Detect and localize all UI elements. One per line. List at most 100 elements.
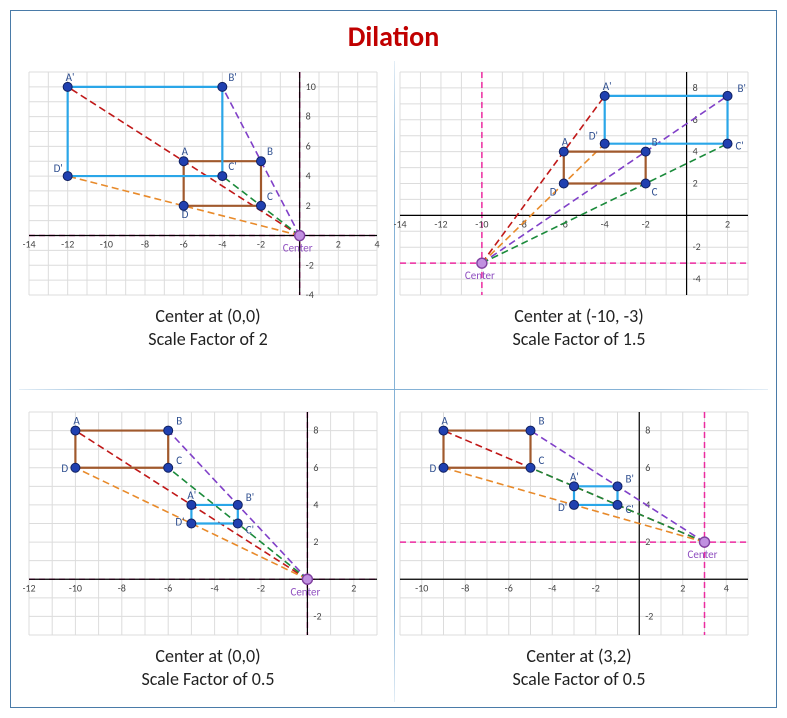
svg-text:D': D' — [175, 516, 184, 529]
svg-text:4: 4 — [374, 238, 379, 251]
svg-text:-8: -8 — [118, 581, 126, 594]
svg-text:-12: -12 — [61, 238, 74, 251]
svg-text:Center: Center — [290, 585, 320, 598]
caption-line: Center at (3,2) — [394, 645, 764, 668]
svg-text:10: 10 — [306, 80, 316, 93]
svg-text:B': B' — [246, 491, 254, 504]
svg-text:B': B' — [626, 472, 634, 485]
caption-line: Scale Factor of 0.5 — [23, 668, 393, 691]
caption-line: Scale Factor of 0.5 — [394, 668, 764, 691]
chart-bl: -12-10-8-6-4-22-22468ABCDA'B'C'D'Center — [23, 406, 393, 641]
svg-text:-2: -2 — [257, 238, 265, 251]
svg-text:Center: Center — [283, 242, 313, 255]
svg-text:A': A' — [66, 71, 75, 84]
svg-text:-8: -8 — [461, 581, 469, 594]
svg-text:-2: -2 — [257, 581, 265, 594]
main-title: Dilation — [11, 19, 776, 54]
svg-text:-2: -2 — [313, 609, 321, 622]
svg-text:-6: -6 — [505, 581, 513, 594]
svg-text:D: D — [182, 208, 189, 221]
svg-text:6: 6 — [645, 461, 650, 474]
panel-top-left: -14-12-10-8-6-4-224-4-2246810ABCDA'B'C'D… — [23, 66, 393, 350]
caption-br: Center at (3,2) Scale Factor of 0.5 — [394, 645, 764, 690]
svg-text:-2: -2 — [645, 609, 653, 622]
svg-text:-10: -10 — [100, 238, 113, 251]
svg-text:D': D' — [558, 501, 567, 514]
svg-text:B': B' — [738, 82, 746, 95]
svg-text:C: C — [267, 190, 273, 203]
svg-text:C: C — [652, 186, 658, 199]
svg-text:-10: -10 — [475, 217, 488, 230]
svg-text:-2: -2 — [592, 581, 600, 594]
svg-text:C: C — [539, 454, 545, 467]
caption-tl: Center at (0,0) Scale Factor of 2 — [23, 305, 393, 350]
svg-text:-4: -4 — [211, 581, 219, 594]
svg-text:-2: -2 — [642, 217, 650, 230]
svg-text:-12: -12 — [434, 217, 447, 230]
panel-top-right: -14-12-10-8-6-4-22-4-22468ABCDA'B'C'D'Ce… — [394, 66, 764, 350]
svg-text:8: 8 — [313, 424, 318, 437]
caption-tr: Center at (-10, -3) Scale Factor of 1.5 — [394, 305, 764, 350]
svg-text:2: 2 — [313, 535, 318, 548]
svg-text:-14: -14 — [394, 217, 407, 230]
panel-bottom-right: -10-8-6-4-224-22468ABCDA'B'C'D'Center Ce… — [394, 406, 764, 690]
svg-text:D': D' — [54, 162, 63, 175]
svg-text:8: 8 — [645, 424, 650, 437]
svg-text:D: D — [61, 462, 68, 475]
svg-text:C': C' — [736, 140, 744, 153]
svg-text:8: 8 — [693, 81, 698, 94]
svg-text:2: 2 — [680, 581, 685, 594]
diagram-frame: Dilation -14 -12 -10 -8 -6 -4 -2 2 4 -4 -2 2 4 6 8 10 A B… — [10, 10, 777, 708]
caption-line: Center at (0,0) — [23, 645, 393, 668]
svg-text:-4: -4 — [601, 217, 609, 230]
caption-line: Scale Factor of 2 — [23, 328, 393, 351]
svg-text:B: B — [176, 415, 182, 428]
svg-text:B: B — [652, 136, 658, 149]
svg-text:B: B — [539, 415, 545, 428]
caption-bl: Center at (0,0) Scale Factor of 0.5 — [23, 645, 393, 690]
svg-text:-6: -6 — [164, 581, 172, 594]
svg-text:Center: Center — [688, 548, 718, 561]
svg-text:A': A' — [570, 470, 579, 483]
svg-text:-2: -2 — [306, 258, 314, 271]
panel-bottom-left: -12-10-8-6-4-22-22468ABCDA'B'C'D'Center … — [23, 406, 393, 690]
svg-text:-4: -4 — [306, 288, 314, 301]
svg-text:4: 4 — [306, 169, 311, 182]
svg-text:A': A' — [187, 489, 196, 502]
svg-text:Center: Center — [465, 269, 495, 282]
svg-text:C: C — [176, 454, 182, 467]
svg-text:6: 6 — [313, 461, 318, 474]
caption-line: Center at (-10, -3) — [394, 305, 764, 328]
svg-text:-4: -4 — [693, 272, 701, 285]
chart-tl: -14-12-10-8-6-4-224-4-2246810ABCDA'B'C'D… — [23, 66, 393, 301]
svg-text:4: 4 — [693, 145, 698, 158]
svg-text:2: 2 — [693, 177, 698, 190]
svg-text:-12: -12 — [23, 581, 36, 594]
svg-text:2: 2 — [306, 199, 311, 212]
svg-text:A: A — [182, 145, 189, 158]
caption-line: Center at (0,0) — [23, 305, 393, 328]
svg-text:C': C' — [228, 160, 236, 173]
svg-text:-8: -8 — [141, 238, 149, 251]
svg-text:8: 8 — [306, 110, 311, 123]
svg-text:C': C' — [626, 503, 634, 516]
svg-text:-10: -10 — [415, 581, 428, 594]
svg-text:C': C' — [246, 524, 254, 537]
svg-text:6: 6 — [306, 139, 311, 152]
svg-text:A': A' — [603, 80, 612, 93]
svg-text:2: 2 — [351, 581, 356, 594]
divider-horizontal — [19, 389, 768, 390]
svg-text:-14: -14 — [23, 238, 36, 251]
svg-text:-2: -2 — [693, 240, 701, 253]
svg-text:-4: -4 — [218, 238, 226, 251]
chart-tr: -14-12-10-8-6-4-22-4-22468ABCDA'B'C'D'Ce… — [394, 66, 764, 301]
svg-text:D': D' — [589, 130, 598, 143]
svg-text:4: 4 — [724, 581, 729, 594]
svg-text:2: 2 — [645, 535, 650, 548]
svg-text:-4: -4 — [548, 581, 556, 594]
chart-br: -10-8-6-4-224-22468ABCDA'B'C'D'Center — [394, 406, 764, 641]
svg-text:-6: -6 — [180, 238, 188, 251]
svg-text:4: 4 — [313, 498, 318, 511]
svg-text:2: 2 — [336, 238, 341, 251]
svg-text:B': B' — [228, 71, 236, 84]
